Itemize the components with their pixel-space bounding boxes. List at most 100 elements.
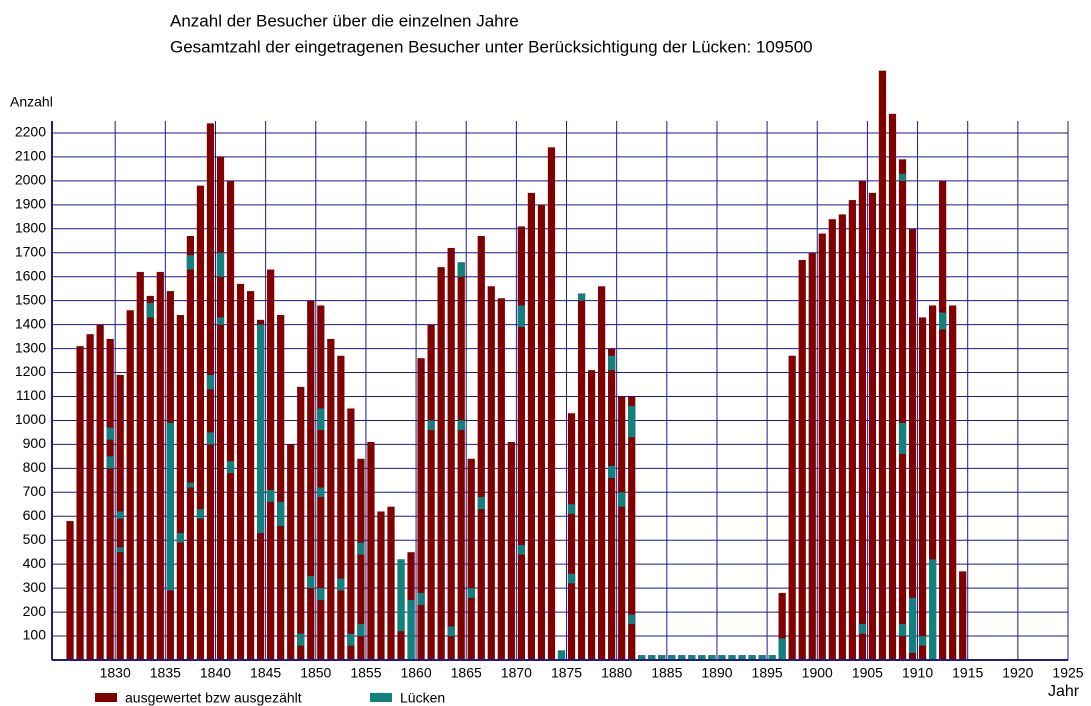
gap-segment: [176, 533, 184, 543]
gap-segment: [206, 374, 215, 390]
gap-segment: [628, 614, 636, 625]
bar: [246, 291, 255, 660]
bar: [156, 271, 164, 660]
bar: [196, 185, 205, 660]
bar: [387, 506, 395, 660]
x-tick-label: 1860: [400, 665, 431, 681]
x-tick-label: 1895: [752, 665, 783, 681]
bar: [618, 396, 626, 660]
gap-segment: [728, 655, 736, 660]
gap-segment: [567, 573, 576, 584]
bar: [537, 204, 546, 660]
gap-segment: [908, 597, 917, 653]
bar: [287, 444, 295, 660]
bar: [337, 355, 345, 660]
gap-segment: [407, 600, 415, 660]
bar: [66, 521, 74, 660]
gap-segment: [748, 655, 756, 660]
x-tick-label: 1865: [451, 665, 482, 681]
bar: [959, 571, 967, 660]
bar: [477, 235, 485, 660]
y-tick-label: 1600: [15, 267, 46, 283]
bar: [176, 315, 184, 660]
bar: [598, 286, 606, 660]
bar: [377, 511, 385, 660]
bar: [928, 305, 937, 660]
gap-segment: [738, 655, 746, 660]
gap-segment: [928, 559, 937, 660]
bar: [888, 113, 897, 660]
gap-segment: [357, 624, 365, 637]
bar: [277, 315, 285, 660]
gap-segment: [297, 633, 305, 646]
gap-segment: [206, 432, 215, 445]
y-tick-label: 800: [23, 459, 47, 475]
gap-segment: [898, 624, 907, 637]
y-tick-label: 500: [23, 531, 47, 547]
bar: [106, 338, 114, 660]
gap-segment: [618, 492, 626, 507]
x-tick-label: 1880: [601, 665, 632, 681]
bar: [267, 269, 275, 660]
gap-segment: [317, 408, 325, 431]
y-tick-label: 1300: [15, 339, 46, 355]
gap-segment: [457, 420, 465, 431]
gap-segment: [678, 655, 686, 660]
bar: [487, 286, 495, 660]
bar: [146, 295, 154, 660]
y-tick-label: 2100: [15, 148, 46, 164]
legend-swatch: [95, 693, 117, 702]
gap-segment: [106, 427, 114, 440]
bar: [818, 233, 826, 660]
gap-segment: [317, 487, 325, 498]
bar: [317, 305, 325, 660]
x-tick-label: 1900: [802, 665, 833, 681]
gap-segment: [718, 655, 726, 660]
bar: [467, 458, 475, 660]
gap-segment: [939, 312, 947, 330]
y-tick-label: 100: [23, 627, 47, 643]
bar: [918, 317, 927, 660]
gap-segment: [768, 655, 776, 660]
x-tick-label: 1870: [501, 665, 532, 681]
x-tick-label: 1915: [952, 665, 983, 681]
bar: [527, 192, 536, 660]
bar: [327, 338, 335, 660]
bar: [206, 123, 215, 660]
gap-segment: [267, 489, 275, 502]
bar: [587, 370, 596, 660]
gap-segment: [116, 547, 124, 553]
gap-segment: [277, 501, 285, 526]
x-tick-label: 1875: [551, 665, 582, 681]
x-tick-label: 1840: [200, 665, 231, 681]
y-axis-label: Anzahl: [10, 94, 53, 110]
bar: [577, 293, 586, 660]
gap-segment: [648, 655, 656, 660]
bar: [778, 592, 786, 660]
gap-segment: [186, 255, 195, 270]
gap-segment: [226, 461, 235, 474]
gap-segment: [106, 456, 114, 469]
x-tick-label: 1905: [852, 665, 883, 681]
bar: [96, 324, 104, 660]
y-tick-label: 300: [23, 579, 47, 595]
y-tick-label: 2000: [15, 172, 46, 188]
gap-segment: [628, 406, 636, 438]
y-tick-label: 700: [23, 483, 47, 499]
gap-segment: [357, 542, 365, 555]
gap-segment: [858, 624, 867, 634]
gap-segment: [417, 592, 425, 605]
bar: [608, 348, 616, 660]
gap-segment: [196, 509, 205, 519]
gap-segment: [146, 303, 154, 318]
gap-segment: [457, 262, 465, 277]
bar: [437, 267, 445, 660]
gap-segment: [698, 655, 706, 660]
x-tick-label: 1910: [902, 665, 933, 681]
bar: [788, 355, 796, 660]
bar: [447, 247, 455, 660]
y-tick-label: 400: [23, 555, 47, 571]
y-tick-label: 600: [23, 507, 47, 523]
x-tick-label: 1850: [300, 665, 331, 681]
